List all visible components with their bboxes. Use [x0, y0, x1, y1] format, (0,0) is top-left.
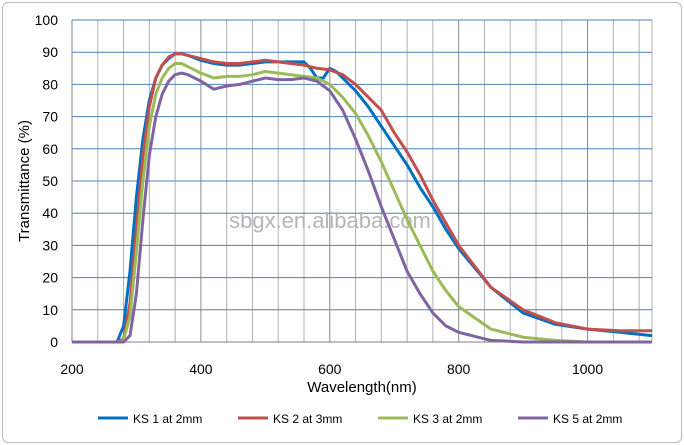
x-tick-label: 200	[60, 361, 84, 377]
y-tick-label: 60	[42, 141, 58, 157]
y-tick-label: 0	[50, 334, 58, 350]
x-axis-label: Wavelength(nm)	[307, 379, 416, 396]
watermark: sbgx.en.alibaba.com	[229, 208, 431, 233]
y-tick-label: 90	[42, 44, 58, 60]
series-line-4	[72, 71, 652, 344]
legend-label: KS 5 at 2mm	[553, 412, 622, 426]
legend: KS 1 at 2mm KS 2 at 3mm KS 3 at 2mm KS 5 at…	[98, 412, 622, 426]
series-line-2	[72, 52, 652, 344]
series-line-3	[72, 62, 652, 344]
y-tick-label: 80	[42, 76, 58, 92]
legend-label: KS 1 at 2mm	[133, 412, 202, 426]
x-tick-label: 400	[189, 361, 213, 377]
x-tick-label: 1000	[572, 361, 603, 377]
y-tick-label: 10	[42, 302, 58, 318]
y-tick-label: 20	[42, 270, 58, 286]
y-tick-label: 30	[42, 237, 58, 253]
y-tick-label: 70	[42, 109, 58, 125]
y-axis-label: Transmittance (%)	[16, 120, 33, 242]
x-tick-label: 600	[318, 361, 342, 377]
y-tick-label: 40	[42, 205, 58, 221]
y-tick-label: 50	[42, 173, 58, 189]
series-line-1	[72, 52, 653, 344]
y-tick-label: 100	[35, 12, 59, 28]
x-tick-label: 800	[447, 361, 471, 377]
legend-label: KS 3 at 2mm	[413, 412, 482, 426]
legend-label: KS 2 at 3mm	[273, 412, 342, 426]
